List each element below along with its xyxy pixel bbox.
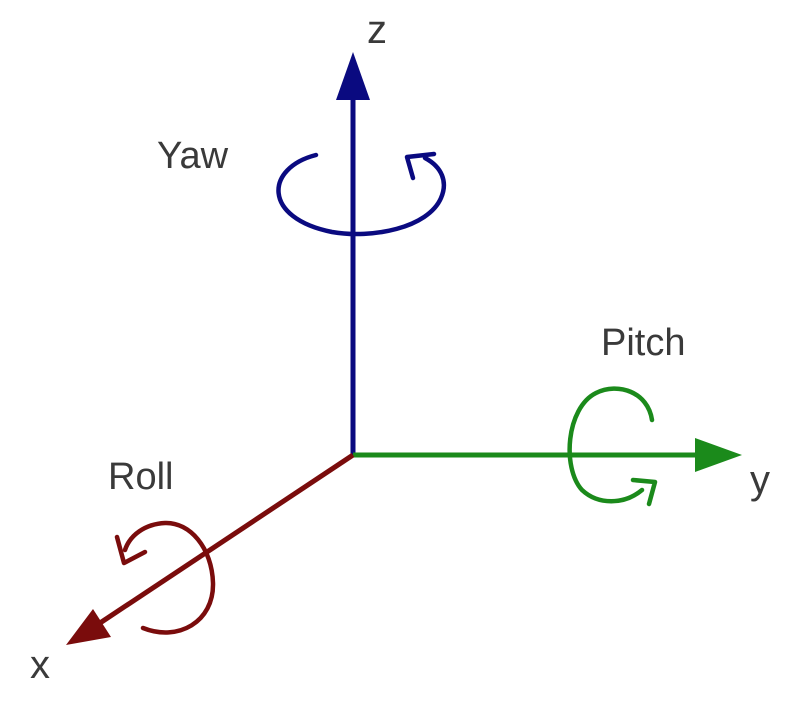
yaw-arc <box>276 152 447 237</box>
roll-label: Roll <box>108 456 173 498</box>
roll-arc <box>122 520 216 635</box>
yaw-arrowhead <box>404 151 437 181</box>
pitch-arc <box>567 386 655 504</box>
x-axis-label: x <box>30 643 50 687</box>
x-axis-line <box>98 452 355 626</box>
z-axis-arrowhead <box>336 52 370 100</box>
roll-rotation-arrow <box>114 520 216 635</box>
z-axis-label: z <box>367 8 387 52</box>
y-axis <box>353 438 742 472</box>
pitch-label: Pitch <box>601 322 685 364</box>
roll-arrowhead <box>114 534 148 566</box>
y-axis-arrowhead <box>695 438 742 472</box>
x-axis <box>66 452 355 645</box>
yaw-rotation-arrow <box>276 151 447 237</box>
pitch-arrowhead <box>630 477 658 507</box>
x-axis-arrowhead <box>66 609 111 645</box>
y-axis-label: y <box>750 458 770 502</box>
yaw-label: Yaw <box>157 135 229 177</box>
pitch-rotation-arrow <box>567 386 658 507</box>
z-axis <box>336 52 370 455</box>
